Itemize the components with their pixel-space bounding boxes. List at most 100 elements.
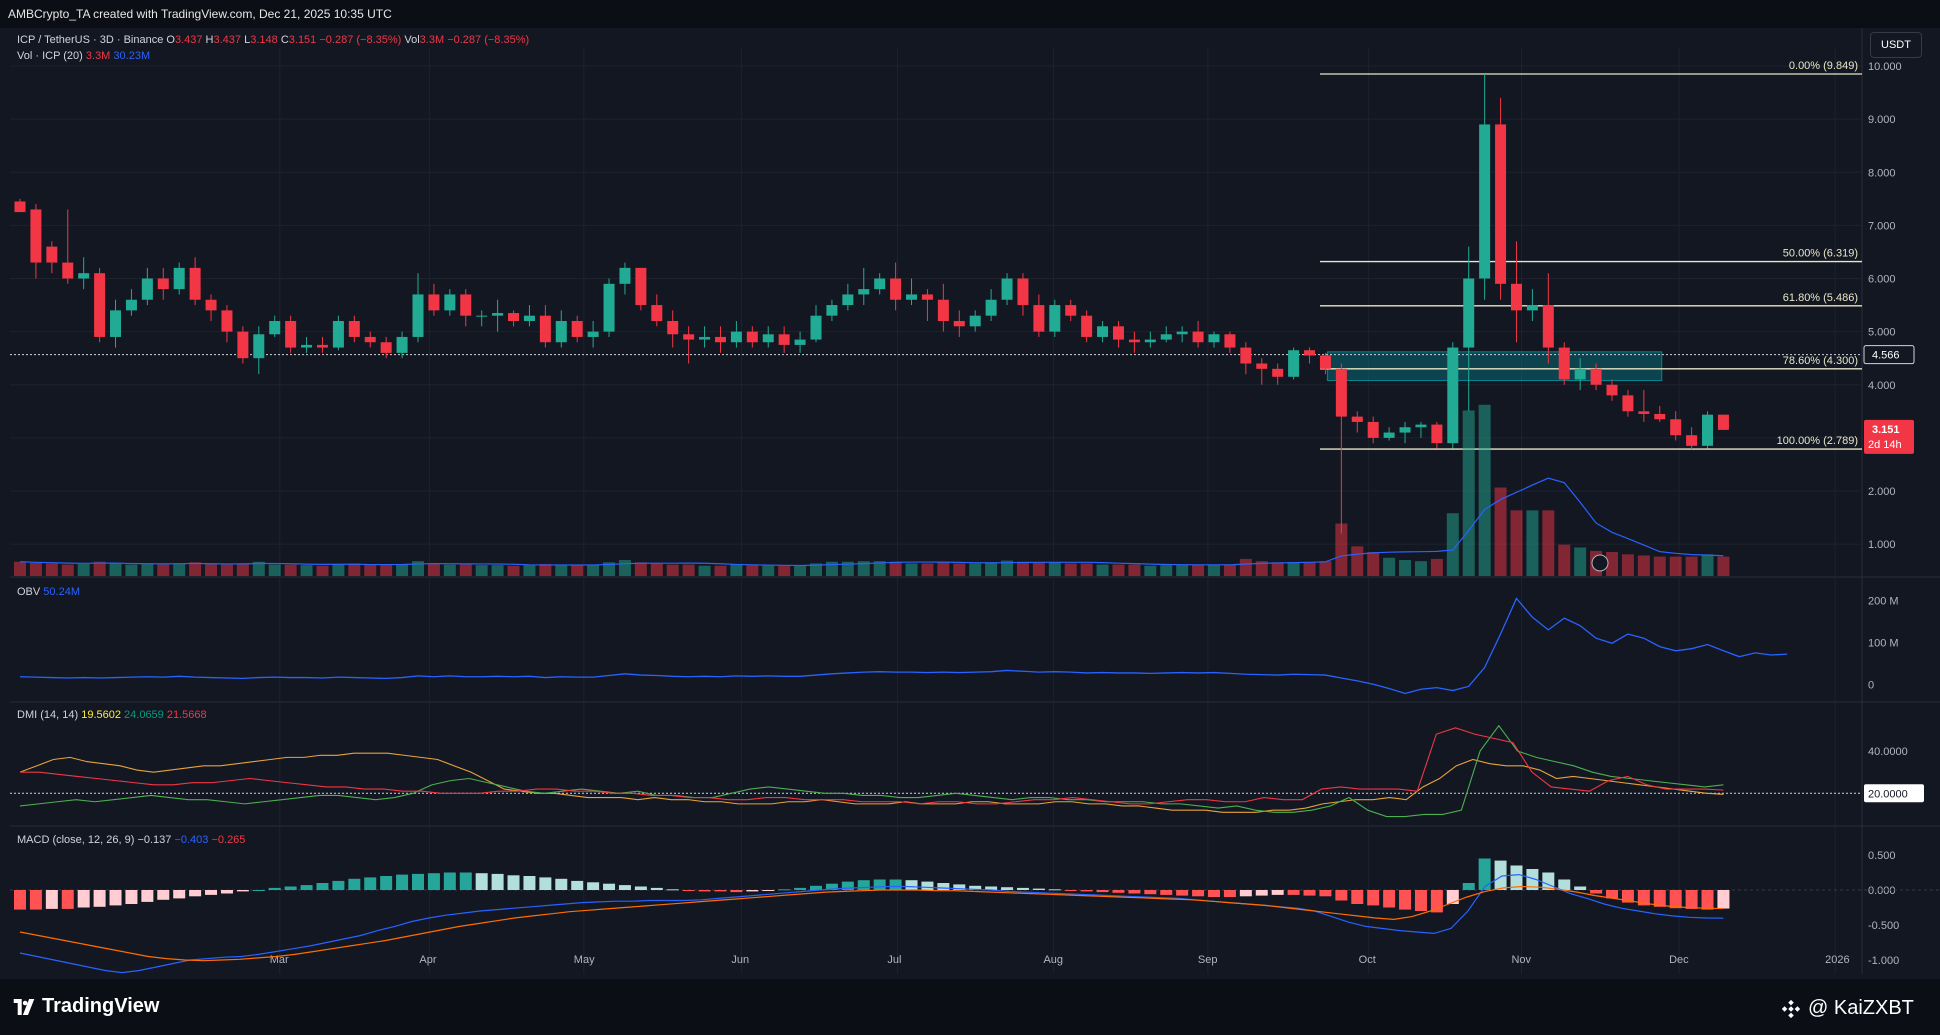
dmi-adx-line <box>19 752 1724 813</box>
candle-body <box>571 321 583 337</box>
candle-body <box>762 334 774 343</box>
macd-histogram-bar <box>1383 890 1396 908</box>
volume-bar <box>1574 547 1587 576</box>
volume-bar <box>778 565 791 576</box>
volume-bar <box>1048 562 1061 576</box>
candle-body <box>1463 278 1475 348</box>
macd-histogram-bar <box>714 890 727 892</box>
tradingview-brand: TradingView <box>42 995 160 1017</box>
volume-bar <box>125 564 138 576</box>
currency-unit-button[interactable]: USDT <box>1870 32 1922 58</box>
macd-histogram-bar <box>539 877 552 890</box>
volume-bar <box>1287 562 1300 576</box>
time-tick-label: Aug <box>1043 954 1063 966</box>
macd-histogram-bar <box>1478 858 1491 890</box>
candle-body <box>173 267 185 290</box>
macd-histogram-bar <box>953 884 966 890</box>
candle-body <box>1447 347 1459 444</box>
price-label-box <box>1863 345 1915 365</box>
vol-value: 3.3M <box>419 34 445 46</box>
candle-body <box>714 336 726 343</box>
candle-body <box>141 278 153 300</box>
macd-histogram-bar <box>1685 890 1698 909</box>
macd-histogram-bar <box>1271 890 1284 895</box>
volume-bar <box>1414 561 1427 576</box>
volume-bar <box>810 563 822 576</box>
close-label: C <box>280 34 289 46</box>
macd-histogram-bar <box>746 890 759 892</box>
macd-histogram-bar <box>141 890 154 902</box>
macd-histogram-bar <box>1176 890 1189 896</box>
candle-body <box>906 294 918 300</box>
volume-bar <box>523 565 536 576</box>
volume-bar <box>1430 558 1443 576</box>
macd-histogram-bar <box>1637 890 1650 906</box>
macd-histogram-bar <box>762 890 775 891</box>
macd-tick-label: -0.500 <box>1868 920 1899 932</box>
volume-bar <box>77 564 90 576</box>
macd-histogram-bar <box>284 886 297 890</box>
volume-bar <box>1526 510 1539 576</box>
candle-body <box>523 315 535 321</box>
candle-body <box>444 294 456 311</box>
candle-body <box>1112 326 1124 340</box>
candle-body <box>476 315 488 317</box>
volume-bar <box>396 564 409 576</box>
volume-bar <box>714 565 727 576</box>
candle-body <box>508 313 520 321</box>
candle-body <box>539 315 551 343</box>
macd-histogram-bar <box>969 885 982 890</box>
volume-bar <box>1351 546 1364 576</box>
dmi-tick-label: 40.0000 <box>1868 746 1908 758</box>
volume-bar <box>1080 563 1093 576</box>
macd-histogram-bar <box>252 890 265 891</box>
candle-body <box>1686 435 1698 446</box>
obv-line <box>19 597 1788 695</box>
macd-signal-value: −0.265 <box>211 834 246 846</box>
volume-bar <box>1558 544 1571 576</box>
volume-bar <box>1462 410 1475 576</box>
time-tick-label: Jul <box>887 954 901 966</box>
macd-histogram-bar <box>857 880 870 890</box>
macd-line <box>19 873 1724 974</box>
flash-icon <box>1591 554 1609 572</box>
macd-histogram-bar <box>523 876 536 890</box>
candle-body <box>62 262 74 279</box>
chart-canvas[interactable]: 10.0009.0008.0007.0006.0005.0004.0003.00… <box>0 28 1940 979</box>
volume-bar <box>634 562 647 576</box>
macd-signal-line <box>19 885 1724 962</box>
chart-frame <box>10 28 1940 979</box>
volume-bar <box>1112 564 1125 576</box>
candle-body <box>746 331 758 343</box>
macd-histogram-bar <box>427 873 440 890</box>
time-tick-label: Jun <box>731 954 749 966</box>
macd-histogram-bar <box>1096 890 1109 893</box>
last-price-label: 3.151 <box>1872 424 1900 436</box>
volume-bar <box>1001 560 1014 576</box>
macd-histogram-bar <box>730 890 743 893</box>
candle-body <box>1399 427 1411 433</box>
footer-bar <box>0 979 1940 1035</box>
volume-bar <box>666 564 679 576</box>
macd-histogram-bar <box>1144 890 1157 895</box>
macd-histogram-bar <box>650 887 663 890</box>
candle-body <box>110 310 122 337</box>
dmi-reference-box <box>1864 784 1924 803</box>
macd-histogram-bar <box>618 885 631 890</box>
macd-histogram-bar <box>93 890 106 907</box>
tradingview-logo[interactable]: TradingView <box>12 995 159 1018</box>
candle-body <box>348 321 360 337</box>
macd-histogram-bar <box>1621 890 1634 903</box>
volume-bar <box>300 565 313 576</box>
candle-body <box>94 273 106 337</box>
obv-tick-label: 200 M <box>1868 596 1899 608</box>
volume-bar <box>491 565 504 576</box>
price-tick-label: 8.000 <box>1868 167 1896 179</box>
macd-histogram-bar <box>873 879 886 890</box>
macd-histogram-bar <box>1208 890 1220 897</box>
volume-bar <box>1621 554 1634 576</box>
volume-bar <box>905 563 918 576</box>
candle-body <box>301 344 313 348</box>
macd-histogram-bar <box>125 890 138 904</box>
volume-bar <box>555 564 568 576</box>
